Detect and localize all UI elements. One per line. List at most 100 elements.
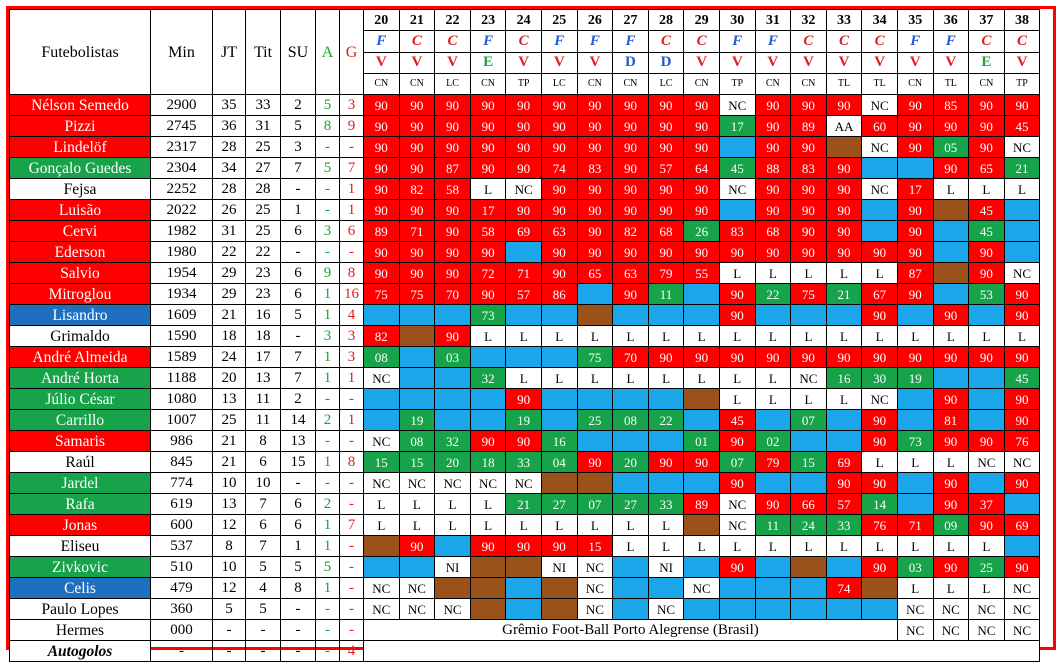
match-cell: 90 [896, 136, 934, 158]
match-cell: 90 [612, 178, 649, 200]
match-cell: 90 [718, 430, 756, 452]
player-goals: - [339, 577, 364, 599]
match-cell: 21 [825, 283, 863, 305]
player-tit: 18 [245, 325, 281, 347]
player-tit: 4 [245, 577, 281, 599]
match-cell: 90 [825, 94, 863, 116]
match-cell: NC [932, 619, 970, 641]
match-cell: 90 [718, 346, 756, 368]
match-cell: NI [540, 556, 578, 578]
player-minutes: 986 [150, 430, 213, 452]
player-minutes: 845 [150, 451, 213, 473]
match-cell: 79 [647, 262, 685, 284]
match-cell: 90 [754, 136, 792, 158]
player-name: Júlio César [9, 388, 151, 410]
match-cell: 90 [1003, 556, 1041, 578]
match-cell [647, 388, 685, 410]
match-cell: L [790, 535, 827, 557]
player-su: 2 [280, 388, 316, 410]
player-tit: 5 [245, 556, 281, 578]
match-cell: L [861, 451, 898, 473]
match-cell [718, 136, 756, 158]
result-marker: V [434, 51, 471, 74]
match-cell: 19 [505, 409, 542, 431]
match-cell [968, 409, 1005, 431]
match-cell [612, 430, 649, 452]
result-marker: V [932, 51, 970, 74]
match-cell: 14 [861, 493, 898, 515]
round-number: 24 [505, 8, 542, 32]
match-cell: 45 [968, 220, 1005, 242]
match-cell: 90 [612, 283, 649, 305]
match-cell: NC [647, 598, 685, 620]
match-cell: 90 [718, 556, 756, 578]
competition-marker: LC [434, 72, 471, 96]
match-cell: L [434, 493, 471, 515]
match-cell: L [718, 535, 756, 557]
match-cell: 60 [861, 115, 898, 137]
table-row: Zivkovic 510 10 5 5 5- NI NI NC NI 90 90 03 90 25 90 [9, 556, 1041, 578]
match-cell: 90 [505, 388, 542, 410]
match-cell [754, 598, 792, 620]
match-cell: 90 [718, 472, 756, 494]
round-number: 35 [896, 8, 934, 32]
match-cell [896, 157, 934, 179]
result-marker: V [825, 51, 863, 74]
venue-marker: C [861, 30, 898, 53]
match-cell: 90 [363, 115, 400, 137]
table-row: Rafa 619 13 7 6 2- L L L L 21 27 07 27 33 89 NC 90 66 57 14 9… [9, 493, 1041, 515]
player-assists: 8 [315, 115, 340, 137]
match-cell: 90 [612, 199, 649, 221]
match-cell: NC [1003, 577, 1041, 599]
match-cell: 87 [896, 262, 934, 284]
player-tit: 13 [245, 367, 281, 389]
match-cell [612, 598, 649, 620]
venue-marker: C [825, 30, 863, 53]
result-marker: V [1003, 51, 1041, 74]
match-cell: 90 [540, 241, 578, 263]
player-minutes: 1954 [150, 262, 213, 284]
match-cell [1003, 241, 1041, 263]
match-cell: 90 [469, 430, 507, 452]
player-tit: 11 [245, 409, 281, 431]
match-cell: NC [861, 388, 898, 410]
player-name: Grimaldo [9, 325, 151, 347]
player-su: 1 [280, 535, 316, 557]
match-cell: NC [505, 178, 542, 200]
match-cell [790, 472, 827, 494]
match-cell: 90 [896, 346, 934, 368]
player-jt: 28 [212, 136, 246, 158]
match-cell [896, 493, 934, 515]
match-cell: 67 [861, 283, 898, 305]
table-row: André Horta 1188 20 13 7 1 1 NC 32 L L L L L L L L NC 16 30… [9, 367, 1041, 389]
match-cell: 15 [363, 451, 400, 473]
match-cell [647, 430, 685, 452]
player-name: Lindelöf [9, 136, 151, 158]
match-cell: 90 [647, 115, 685, 137]
round-number: 23 [469, 8, 507, 32]
result-marker: V [754, 51, 792, 74]
match-cell: 90 [932, 157, 970, 179]
player-goals: - [339, 598, 364, 620]
table-row: Nélson Semedo 2900 35 33 2 5 3 90 90 90 90 90 90 90 90… [9, 94, 1041, 116]
round-number: 33 [825, 8, 863, 32]
match-cell [612, 472, 649, 494]
player-minutes: 479 [150, 577, 213, 599]
match-cell: NC [434, 598, 471, 620]
match-cell: L [363, 493, 400, 515]
match-cell: 90 [968, 136, 1005, 158]
match-cell: L [1003, 325, 1041, 347]
player-minutes: 600 [150, 514, 213, 536]
match-cell [968, 304, 1005, 326]
match-cell: 90 [363, 157, 400, 179]
venue-marker: F [540, 30, 578, 53]
match-cell [790, 598, 827, 620]
match-cell [825, 556, 863, 578]
match-cell: NC [896, 598, 934, 620]
player-name: Fejsa [9, 178, 151, 200]
match-cell [896, 388, 934, 410]
match-cell: 90 [896, 94, 934, 116]
match-cell [754, 577, 792, 599]
match-cell: 90 [825, 157, 863, 179]
match-cell [790, 430, 827, 452]
